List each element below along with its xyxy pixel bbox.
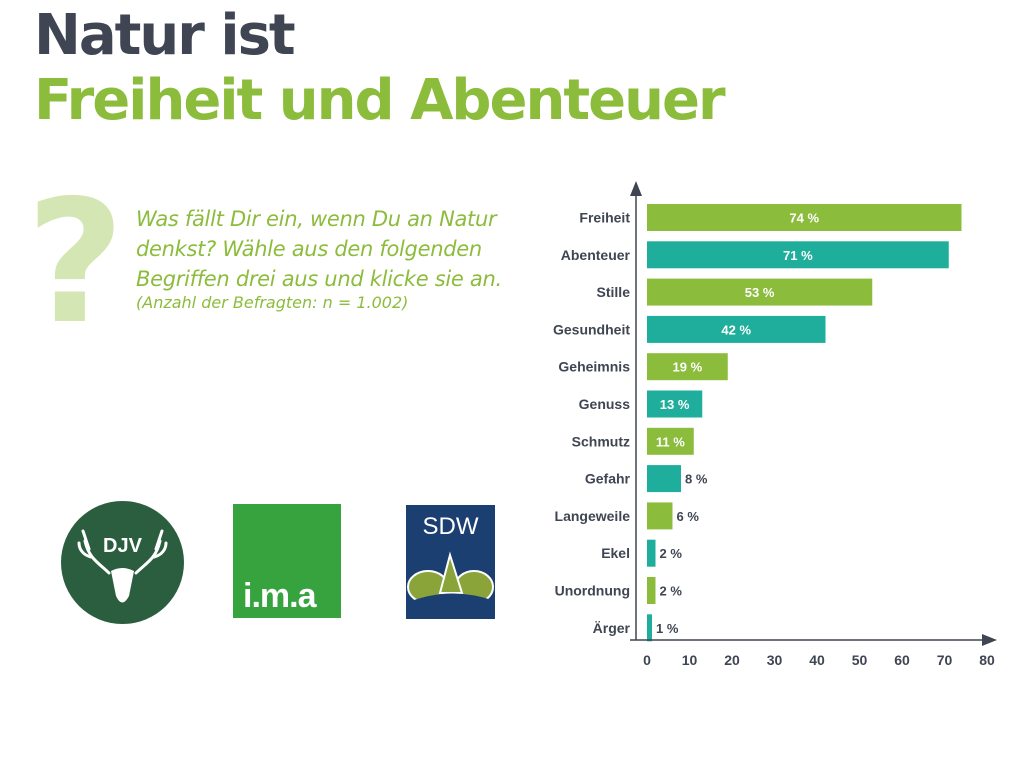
x-tick-label: 20 xyxy=(724,652,740,668)
bar xyxy=(647,278,873,306)
x-tick-label: 10 xyxy=(682,652,698,668)
category-label: Gefahr xyxy=(585,471,631,487)
bar xyxy=(647,315,826,343)
bar xyxy=(647,241,949,269)
value-label: 1 % xyxy=(656,621,679,636)
bar xyxy=(647,390,703,418)
value-label: 74 % xyxy=(789,211,819,226)
sdw-logo-text: SDW xyxy=(422,513,479,540)
title-line-1: Natur ist xyxy=(34,3,296,68)
djv-logo: DJV xyxy=(61,501,184,624)
x-tick-label: 30 xyxy=(767,652,783,668)
value-label: 11 % xyxy=(656,434,685,449)
bars-group: Freiheit 74 % Abenteuer 71 % Stille 53 % Gesun… xyxy=(553,204,962,642)
value-label: 53 % xyxy=(745,285,775,300)
category-label: Geheimnis xyxy=(558,359,630,375)
x-tick-label: 40 xyxy=(809,652,825,668)
value-label: 71 % xyxy=(783,248,813,263)
x-tick-label: 70 xyxy=(937,652,953,668)
x-tick-group: 0 10 20 30 40 50 60 70 80 xyxy=(643,652,995,668)
value-label: 19 % xyxy=(673,360,703,375)
x-tick-label: 50 xyxy=(852,652,868,668)
deer-antler-icon xyxy=(77,529,168,603)
value-label: 42 % xyxy=(721,322,751,337)
category-label: Gesundheit xyxy=(553,321,630,337)
x-tick-label: 0 xyxy=(643,652,651,668)
bar xyxy=(647,204,962,231)
bar xyxy=(647,353,728,381)
value-label: 2 % xyxy=(660,584,683,599)
category-label: Unordnung xyxy=(555,583,630,599)
category-label: Genuss xyxy=(579,396,631,412)
bar-chart: Freiheit 74 % Abenteuer 71 % Stille 53 % Gesun… xyxy=(553,181,997,668)
bar xyxy=(647,539,656,567)
tree-landscape-icon xyxy=(406,551,495,619)
value-label: 6 % xyxy=(677,509,700,524)
category-label: Ärger xyxy=(593,620,631,636)
value-label: 2 % xyxy=(660,546,683,561)
bar xyxy=(647,614,652,642)
x-tick-label: 60 xyxy=(894,652,910,668)
ima-logo: i.m.a xyxy=(233,504,341,618)
category-label: Stille xyxy=(597,284,631,300)
sample-size-note: (Anzahl der Befragten: n = 1.002) xyxy=(136,293,409,312)
value-label: 13 % xyxy=(660,397,690,412)
value-label: 8 % xyxy=(685,472,708,487)
category-label: Langeweile xyxy=(555,508,631,524)
bar xyxy=(647,465,681,493)
sdw-logo: SDW xyxy=(406,505,495,619)
bar xyxy=(647,502,673,530)
category-label: Schmutz xyxy=(572,433,630,449)
x-tick-label: 80 xyxy=(979,652,995,668)
ima-logo-text: i.m.a xyxy=(243,577,316,615)
survey-question: Was fällt Dir ein, wenn Du an Natur denk… xyxy=(136,207,502,291)
djv-logo-text: DJV xyxy=(103,535,142,557)
category-label: Ekel xyxy=(601,545,630,561)
bar xyxy=(647,577,656,604)
title-line-2: Freiheit und Abenteuer xyxy=(34,68,726,133)
category-label: Freiheit xyxy=(579,210,630,226)
bar xyxy=(647,427,694,455)
category-label: Abenteuer xyxy=(561,247,631,263)
question-mark-graphic: ? xyxy=(26,164,125,362)
